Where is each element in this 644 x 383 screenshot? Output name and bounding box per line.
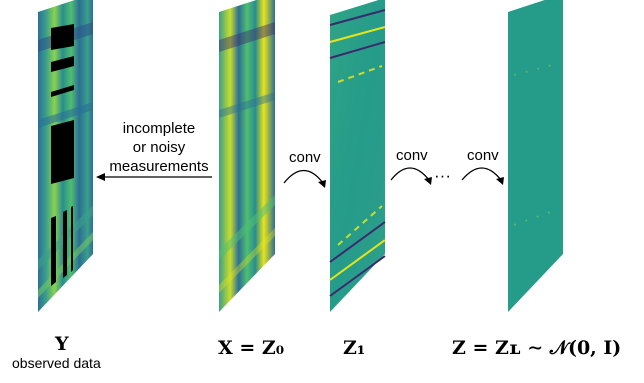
label-z1: Z₁ bbox=[343, 337, 366, 359]
measurement-line: measurements bbox=[109, 158, 209, 175]
ellipsis: ··· bbox=[434, 166, 451, 185]
conv-label: conv bbox=[396, 147, 428, 164]
measurement-label: incomplete or noisy measurements bbox=[108, 119, 210, 176]
conv-arrow bbox=[461, 167, 504, 185]
panel-zl bbox=[508, 0, 563, 312]
mask-stripe bbox=[63, 210, 67, 278]
mask-stripe bbox=[71, 206, 73, 272]
label-y: Y bbox=[55, 333, 69, 355]
mask-stripe bbox=[51, 216, 56, 286]
label-zl: Z = Zʟ ∼ 𝒩(0, I) bbox=[452, 337, 622, 359]
conv-arrow bbox=[283, 169, 326, 188]
conv-label: conv bbox=[289, 149, 321, 166]
panel-observed-data bbox=[38, 0, 93, 312]
measurement-line: incomplete bbox=[122, 120, 196, 137]
label-observed-data: observed data bbox=[12, 355, 101, 371]
panel-z1 bbox=[329, 0, 386, 312]
mask-block bbox=[51, 24, 74, 50]
panel-x bbox=[219, 0, 275, 312]
conv-arrow bbox=[390, 167, 432, 185]
measurement-arrow bbox=[96, 173, 212, 181]
mask-block bbox=[51, 120, 74, 184]
mask-block bbox=[51, 85, 74, 97]
conv-label: conv bbox=[467, 147, 499, 164]
mask-block bbox=[51, 56, 74, 72]
label-x: X = Z₀ bbox=[218, 337, 285, 359]
measurement-line: or noisy bbox=[132, 139, 186, 156]
